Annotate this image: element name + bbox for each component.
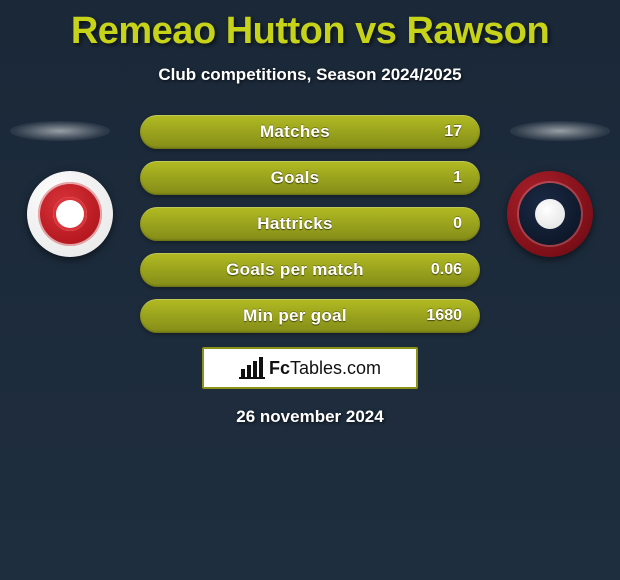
stat-label: Min per goal <box>140 306 410 326</box>
stat-value: 0.06 <box>410 261 480 279</box>
stat-value: 1680 <box>410 307 480 325</box>
stats-list: Matches 17 Goals 1 Hattricks 0 Goals per… <box>140 113 480 333</box>
stat-value: 1 <box>410 169 480 187</box>
bar-chart-icon <box>239 357 265 379</box>
club-crest-right-icon <box>507 171 593 257</box>
stat-row-matches: Matches 17 <box>140 115 480 149</box>
page-title: Remeao Hutton vs Rawson <box>0 0 620 53</box>
stat-label: Goals <box>140 168 410 188</box>
stat-label: Hattricks <box>140 214 410 234</box>
stat-label: Matches <box>140 122 410 142</box>
stat-row-hattricks: Hattricks 0 <box>140 207 480 241</box>
stat-row-goals: Goals 1 <box>140 161 480 195</box>
generation-date: 26 november 2024 <box>0 407 620 427</box>
stat-row-min-per-goal: Min per goal 1680 <box>140 299 480 333</box>
club-crest-left-icon <box>27 171 113 257</box>
stat-value: 17 <box>410 123 480 141</box>
stat-value: 0 <box>410 215 480 233</box>
player-shadow-right <box>510 121 610 141</box>
brand-text: FcTables.com <box>269 358 381 379</box>
stat-label: Goals per match <box>140 260 410 280</box>
subtitle: Club competitions, Season 2024/2025 <box>0 65 620 85</box>
stat-row-goals-per-match: Goals per match 0.06 <box>140 253 480 287</box>
brand-prefix: Fc <box>269 358 290 378</box>
brand-suffix: Tables.com <box>290 358 381 378</box>
comparison-content: Matches 17 Goals 1 Hattricks 0 Goals per… <box>0 113 620 427</box>
player-shadow-left <box>10 121 110 141</box>
brand-badge: FcTables.com <box>202 347 418 389</box>
